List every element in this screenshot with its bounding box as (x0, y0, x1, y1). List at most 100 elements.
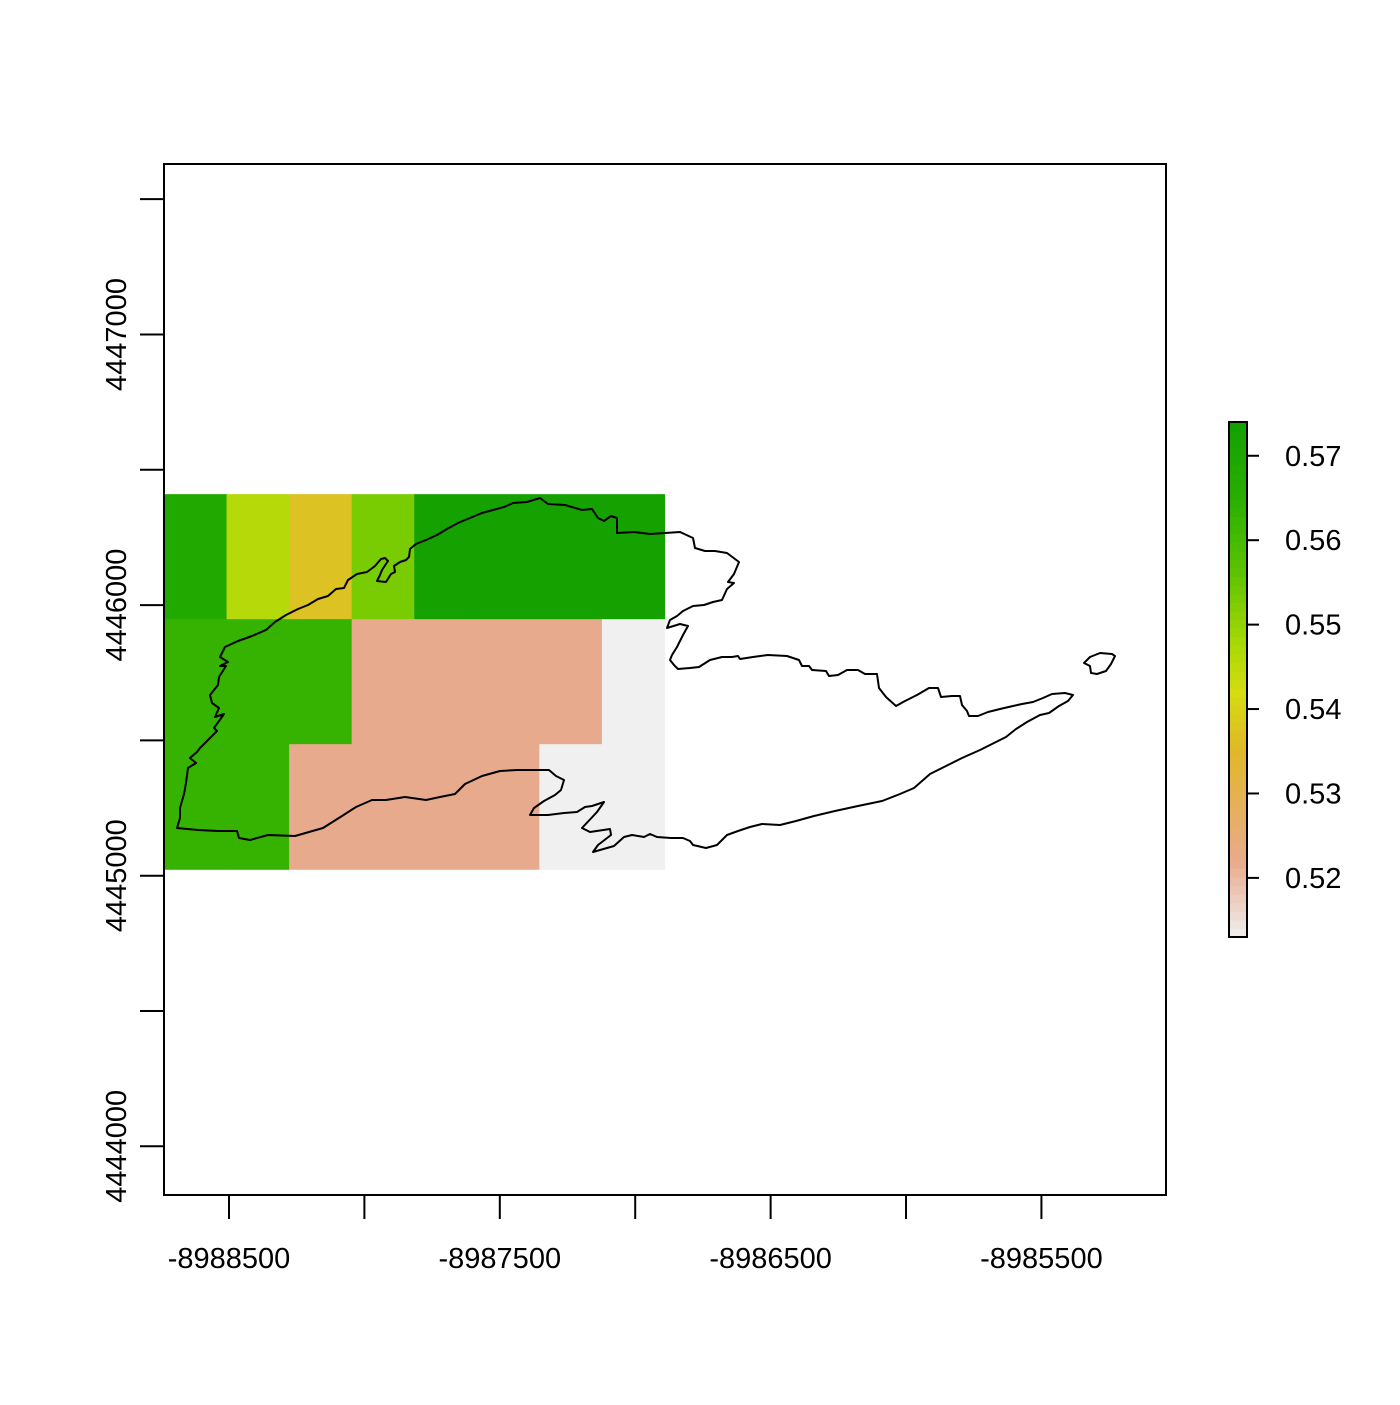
x-tick-label: -8988500 (168, 1243, 291, 1275)
legend-swatch (1229, 593, 1247, 603)
raster-cell (476, 494, 540, 620)
legend-tick-label: 0.54 (1285, 694, 1341, 726)
y-tick-label: 4446000 (101, 549, 133, 662)
legend-swatch (1229, 688, 1247, 698)
legend-swatch (1229, 464, 1247, 475)
legend-swatch (1229, 902, 1247, 912)
legend-swatch (1229, 834, 1247, 844)
legend-swatch (1229, 919, 1247, 930)
legend-tick-label: 0.52 (1285, 863, 1341, 895)
legend-tick-label: 0.56 (1285, 525, 1341, 557)
raster-cell (601, 619, 666, 745)
raster-cell (351, 494, 415, 620)
legend-swatch (1229, 731, 1247, 741)
legend-swatch (1229, 713, 1247, 724)
legend-swatch (1229, 876, 1247, 887)
legend-swatch (1229, 911, 1247, 921)
y-tick-label: 4444000 (101, 1090, 133, 1203)
x-tick-label: -8987500 (439, 1243, 562, 1275)
raster-cell (476, 619, 540, 745)
legend-swatch (1229, 550, 1247, 560)
legend-swatch (1229, 507, 1247, 518)
legend-swatch (1229, 679, 1247, 689)
raster-cell (539, 619, 603, 745)
x-axis: -8988500 -8987500 -8986500 -8985500 (168, 1194, 1103, 1275)
x-tick-label: -8986500 (709, 1243, 832, 1275)
legend-swatch (1229, 559, 1247, 569)
raster-cell (289, 494, 353, 620)
legend-swatch (1229, 567, 1247, 578)
raster-cell (164, 494, 228, 620)
legend-swatch (1229, 773, 1247, 784)
legend-swatch (1229, 628, 1247, 638)
islet-outline (1083, 652, 1116, 675)
legend-tick-label: 0.55 (1285, 610, 1341, 642)
legend-swatch (1229, 490, 1247, 500)
legend-swatch (1229, 799, 1247, 809)
legend-swatch (1229, 542, 1247, 552)
legend-tick-label: 0.57 (1285, 441, 1341, 473)
raster-cell (601, 494, 666, 620)
legend-swatch (1229, 748, 1247, 758)
legend-swatch (1229, 928, 1247, 938)
legend-swatch (1229, 791, 1247, 801)
raster-cell (414, 744, 478, 870)
legend-swatch (1229, 422, 1247, 432)
legend-swatch (1229, 851, 1247, 861)
legend-swatch (1229, 516, 1247, 526)
legend-swatch (1229, 894, 1247, 904)
legend-swatch (1229, 619, 1247, 629)
legend-swatch (1229, 447, 1247, 457)
raster-cell (289, 619, 353, 745)
raster-cell (351, 744, 415, 870)
boundary-outline (176, 497, 1074, 853)
legend-swatch (1229, 602, 1247, 612)
raster-cell (226, 619, 290, 745)
x-tick-label: -8985500 (980, 1243, 1103, 1275)
legend-swatch (1229, 533, 1247, 543)
legend-swatch (1229, 868, 1247, 878)
legend-swatch (1229, 696, 1247, 706)
legend-swatch (1229, 653, 1247, 663)
raster-cell (414, 619, 478, 745)
legend-swatch (1229, 430, 1247, 440)
color-legend: 0.52 0.53 0.54 0.55 0.56 0.57 (1228, 421, 1341, 938)
raster-cell (226, 494, 290, 620)
legend-swatch (1229, 859, 1247, 869)
legend-frame (1228, 421, 1248, 938)
legend-swatch (1229, 825, 1247, 835)
raster-cell (226, 744, 290, 870)
y-tick-label: 4445000 (101, 819, 133, 932)
legend-swatch (1229, 765, 1247, 775)
legend-swatch (1229, 610, 1247, 621)
legend-swatch (1229, 722, 1247, 732)
raster-cell (539, 494, 603, 620)
legend-swatch (1229, 756, 1247, 766)
legend-swatch (1229, 525, 1247, 535)
legend-swatch (1229, 782, 1247, 792)
legend-swatch (1229, 808, 1247, 818)
legend-swatch (1229, 739, 1247, 749)
legend-tick-label: 0.53 (1285, 778, 1341, 810)
legend-swatch (1229, 670, 1247, 681)
legend-swatch (1229, 636, 1247, 646)
legend-swatch (1229, 885, 1247, 895)
legend-swatch (1229, 482, 1247, 492)
legend-swatch (1229, 499, 1247, 509)
raster-cell (351, 619, 415, 745)
raster-cell (289, 744, 353, 870)
raster-cells (164, 494, 666, 870)
legend-swatch (1229, 473, 1247, 483)
legend-swatch (1229, 816, 1247, 827)
legend-swatch (1229, 456, 1247, 466)
raster-cell (164, 744, 228, 870)
raster-cell (414, 494, 478, 620)
legend-swatch (1229, 705, 1247, 715)
legend-swatch (1229, 576, 1247, 586)
raster-cell (601, 744, 666, 870)
legend-swatch (1229, 585, 1247, 595)
raster-cell (476, 744, 540, 870)
y-axis: 4444000 4445000 4446000 4447000 (101, 198, 165, 1203)
